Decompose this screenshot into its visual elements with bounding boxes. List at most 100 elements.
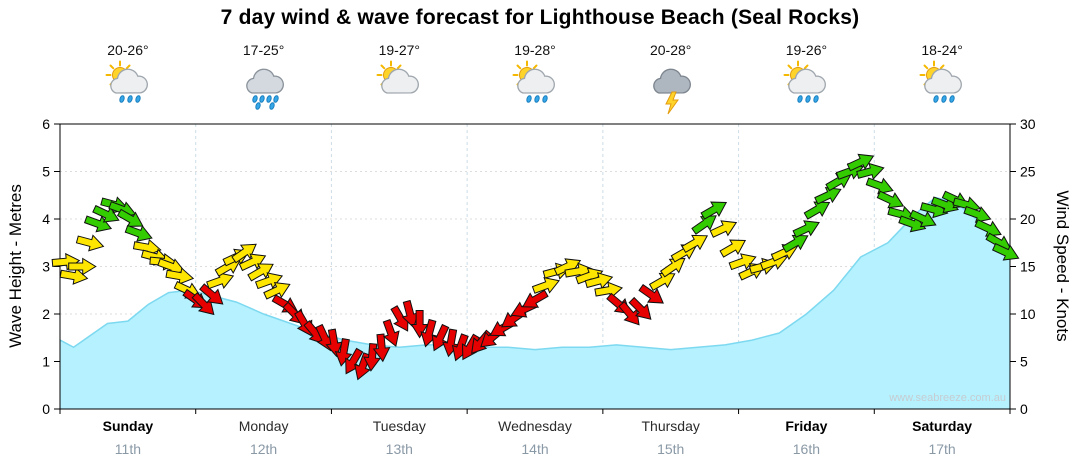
wind-arrow-icon xyxy=(700,201,728,220)
day-temp-range: 19-26° xyxy=(785,42,828,58)
day-temp-range: 17-25° xyxy=(242,42,285,58)
wind-arrow-icon xyxy=(856,162,885,180)
x-axis-day-name: Sunday xyxy=(102,418,154,434)
storm-cloud-icon xyxy=(652,68,691,115)
wind-arrow-icon xyxy=(781,234,809,254)
svg-text:4: 4 xyxy=(42,211,50,227)
wind-arrow-icon xyxy=(315,323,333,352)
svg-text:15: 15 xyxy=(1020,259,1036,275)
wind-arrow-icon xyxy=(83,215,113,233)
svg-text:5: 5 xyxy=(42,164,50,180)
wind-arrow-icon xyxy=(628,296,652,320)
wind-arrow-icon xyxy=(247,263,274,282)
wind-arrow-icon xyxy=(594,281,624,299)
wind-arrow-icon xyxy=(991,242,1020,261)
day-temp-range: 19-28° xyxy=(514,42,556,58)
wind-arrow-icon xyxy=(876,190,905,209)
wind-arrow-icon xyxy=(709,220,738,238)
x-axis-day-date: 14th xyxy=(521,441,549,457)
wind-arrow-icon xyxy=(372,333,391,363)
x-axis-day-date: 17th xyxy=(928,441,956,457)
wind-arrow-icon xyxy=(898,215,927,233)
svg-text:30: 30 xyxy=(1020,116,1036,132)
sun-cloud-showers-icon xyxy=(512,60,555,103)
wind-arrow-icon xyxy=(531,276,560,294)
x-axis-day-name: Friday xyxy=(785,418,828,434)
wind-arrow-icon xyxy=(814,187,842,205)
wind-arrow-icon xyxy=(691,215,717,235)
wind-arrow-icon xyxy=(963,205,992,223)
svg-text:10: 10 xyxy=(1020,306,1036,322)
x-axis-day-date: 11th xyxy=(114,441,141,457)
day-temp-range: 20-28° xyxy=(649,42,692,58)
wind-arrow-icon xyxy=(728,253,757,271)
wind-arrow-icon xyxy=(231,243,257,264)
svg-text:6: 6 xyxy=(42,116,50,132)
wind-arrow-icon xyxy=(206,272,235,290)
page-title: 7 day wind & wave forecast for Lighthous… xyxy=(220,6,860,29)
day-temp-range: 18-24° xyxy=(921,42,963,58)
wind-arrow-icon xyxy=(681,234,709,254)
wind-arrow-icon xyxy=(865,177,894,195)
wave-height-area xyxy=(60,197,1010,409)
day-temp-range: 19-27° xyxy=(378,42,420,58)
wind-arrow-icon xyxy=(92,204,120,223)
wind-arrow-icon xyxy=(238,253,267,272)
x-axis-day-name: Wednesday xyxy=(498,418,572,434)
wind-arrow-icon xyxy=(59,267,89,285)
weather-icon-box xyxy=(508,60,562,118)
wind-arrow-icon xyxy=(334,338,353,367)
wind-arrow-icon xyxy=(116,208,144,227)
wave-height-line xyxy=(59,196,1011,351)
sun-cloud-icon xyxy=(376,60,420,94)
wind-arrow-icon xyxy=(618,301,640,326)
svg-text:2: 2 xyxy=(42,306,50,322)
wind-arrow-icon xyxy=(846,153,875,172)
wind-arrow-icon xyxy=(199,283,224,305)
x-axis-day-date: 15th xyxy=(657,441,685,457)
wind-arrow-icon xyxy=(930,196,959,214)
svg-text:25: 25 xyxy=(1020,164,1036,180)
wind-arrow-icon xyxy=(382,318,400,348)
wind-arrow-icon xyxy=(254,272,284,290)
wind-arrow-icon xyxy=(263,282,291,300)
sun-cloud-showers-icon xyxy=(919,60,963,103)
x-axis-day-date: 13th xyxy=(385,441,413,457)
wind-arrow-icon xyxy=(165,267,195,285)
wind-arrow-icon xyxy=(345,347,364,375)
wind-arrow-icon xyxy=(648,272,676,292)
svg-text:1: 1 xyxy=(42,354,50,370)
x-axis-day-date: 16th xyxy=(792,441,821,457)
x-axis-day-name: Saturday xyxy=(912,418,973,434)
x-axis-day-name: Thursday xyxy=(641,418,700,434)
weather-icon-box xyxy=(915,60,969,118)
wind-arrow-icon xyxy=(638,283,664,304)
weather-icon-box xyxy=(372,60,426,118)
wind-arrow-icon xyxy=(401,299,419,329)
rain-cloud-icon xyxy=(245,68,284,110)
wind-arrow-icon xyxy=(584,272,614,290)
weather-icon-box xyxy=(779,60,833,118)
x-axis-day-name: Tuesday xyxy=(372,418,426,434)
svg-text:0: 0 xyxy=(42,401,50,417)
svg-text:3: 3 xyxy=(42,259,50,275)
wind-arrow-icon xyxy=(124,224,153,242)
wind-arrow-icon xyxy=(909,209,937,228)
svg-text:5: 5 xyxy=(1020,354,1028,370)
wind-arrow-icon xyxy=(792,220,820,238)
weather-icon-box xyxy=(644,60,698,118)
wind-arrow-icon xyxy=(442,328,460,358)
svg-text:0: 0 xyxy=(1020,401,1028,417)
wind-arrow-icon xyxy=(75,234,105,252)
wind-arrow-icon xyxy=(522,289,549,308)
wind-arrow-icon xyxy=(803,201,831,220)
wind-arrow-icon xyxy=(325,328,343,358)
weather-icon-box xyxy=(237,60,291,118)
sun-cloud-showers-icon xyxy=(783,60,827,103)
wind-arrow-icon xyxy=(410,310,429,339)
wind-arrow-icon xyxy=(553,258,582,276)
sun-cloud-showers-icon xyxy=(105,60,148,103)
wind-arrow-icon xyxy=(431,323,450,352)
